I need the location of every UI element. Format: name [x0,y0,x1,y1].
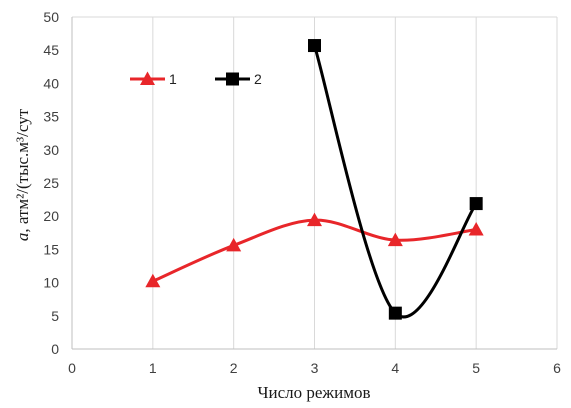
series-group [145,39,484,320]
y-tick-label-25: 25 [43,175,59,191]
x-tick-label-6: 6 [553,360,561,376]
legend-label-1: 1 [169,71,177,87]
x-tick-label-0: 0 [68,360,76,376]
series-2-point-1 [308,39,321,53]
x-tick-label-3: 3 [311,360,319,376]
y-tick-label-20: 20 [43,208,59,224]
y-tick-label-30: 30 [43,142,59,158]
series-1-point-5 [468,221,484,236]
y-tick-label-15: 15 [43,241,59,257]
x-axis-label: Число режимов [257,383,370,402]
series-1-point-4 [387,232,403,247]
series-1-point-1 [145,273,161,288]
legend-marker-1 [140,71,155,85]
x-tick-label-1: 1 [149,360,157,376]
series-1-point-3 [307,212,322,227]
series-1 [145,212,484,288]
y-axis-label: a, атм²/(тыс.м³/сут [13,108,32,241]
series-2-point-3 [469,197,483,211]
x-tick-label-5: 5 [472,360,480,376]
y-tick-label-0: 0 [51,341,59,357]
y-tick-label-50: 50 [43,9,59,25]
x-tick-label-4: 4 [391,360,399,376]
series-2 [308,39,483,320]
legend-marker-2 [226,72,239,86]
y-axis-label-symbol: a [13,233,32,242]
x-tick-label-2: 2 [230,360,238,376]
y-tick-label-45: 45 [43,42,59,58]
legend-label-2: 2 [254,71,262,87]
y-tick-label-5: 5 [51,308,59,324]
y-tick-label-10: 10 [43,275,59,291]
grid-lines [72,16,558,349]
y-tick-label-40: 40 [43,75,59,91]
series-2-point-2 [388,306,402,320]
y-tick-label-35: 35 [43,109,59,125]
series-1-point-2 [226,237,242,252]
axes [71,17,557,350]
y-axis-label-units: , атм²/(тыс.м³/сут [13,108,32,232]
